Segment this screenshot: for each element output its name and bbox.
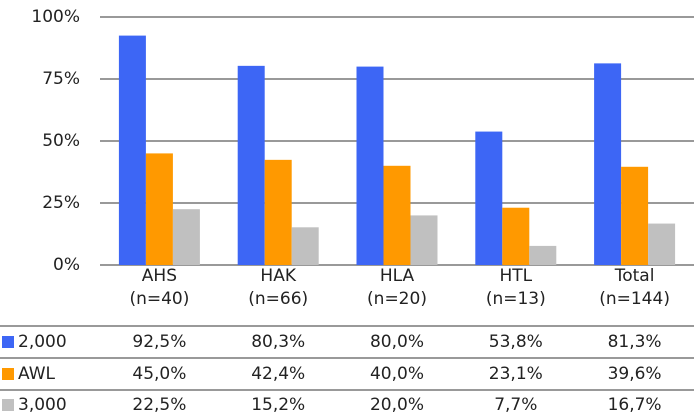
legend-label: 2,000 [18,332,67,352]
bar [291,227,319,265]
bar [145,153,173,265]
value-label: 22,5% [132,395,186,415]
y-tick-label: 50% [42,131,80,151]
y-tick-label: 25% [42,193,80,213]
value-label: 15,2% [251,395,305,415]
bar [264,159,292,265]
x-tick-sublabel: (n=40) [129,289,189,309]
value-label: 81,3% [608,332,662,352]
legend-swatch [2,336,14,348]
x-tick-sublabel: (n=144) [599,289,670,309]
legend-swatch [2,399,14,411]
x-tick-sublabel: (n=66) [248,289,308,309]
value-label: 80,0% [370,332,424,352]
value-label: 80,3% [251,332,305,352]
value-label: 42,4% [251,364,305,384]
value-label: 7,7% [494,395,537,415]
bar [410,215,438,265]
bar [648,223,676,265]
bar [383,165,411,265]
bar [475,131,503,265]
x-tick-label: HAK [260,266,296,286]
bar [621,166,649,265]
bar [237,65,265,265]
bar [502,207,530,265]
legend-label: AWL [18,364,56,384]
legend-swatch [2,368,14,380]
value-label: 20,0% [370,395,424,415]
value-label: 23,1% [489,364,543,384]
value-label: 92,5% [132,332,186,352]
value-label: 45,0% [132,364,186,384]
value-label: 39,6% [608,364,662,384]
value-label: 40,0% [370,364,424,384]
bar [594,63,622,265]
x-tick-sublabel: (n=20) [367,289,427,309]
value-label: 53,8% [489,332,543,352]
x-tick-label: HLA [380,266,415,286]
bar [529,245,557,265]
y-tick-label: 75% [42,69,80,89]
bar [356,66,384,265]
bar [118,35,146,265]
value-label: 16,7% [608,395,662,415]
legend-label: 3,000 [18,395,67,415]
y-tick-label: 100% [31,7,80,27]
x-tick-sublabel: (n=13) [486,289,546,309]
x-tick-label: HTL [499,266,532,286]
bar [172,209,200,265]
y-tick-label: 0% [53,255,80,275]
x-tick-label: Total [614,266,655,286]
x-tick-label: AHS [142,266,177,286]
